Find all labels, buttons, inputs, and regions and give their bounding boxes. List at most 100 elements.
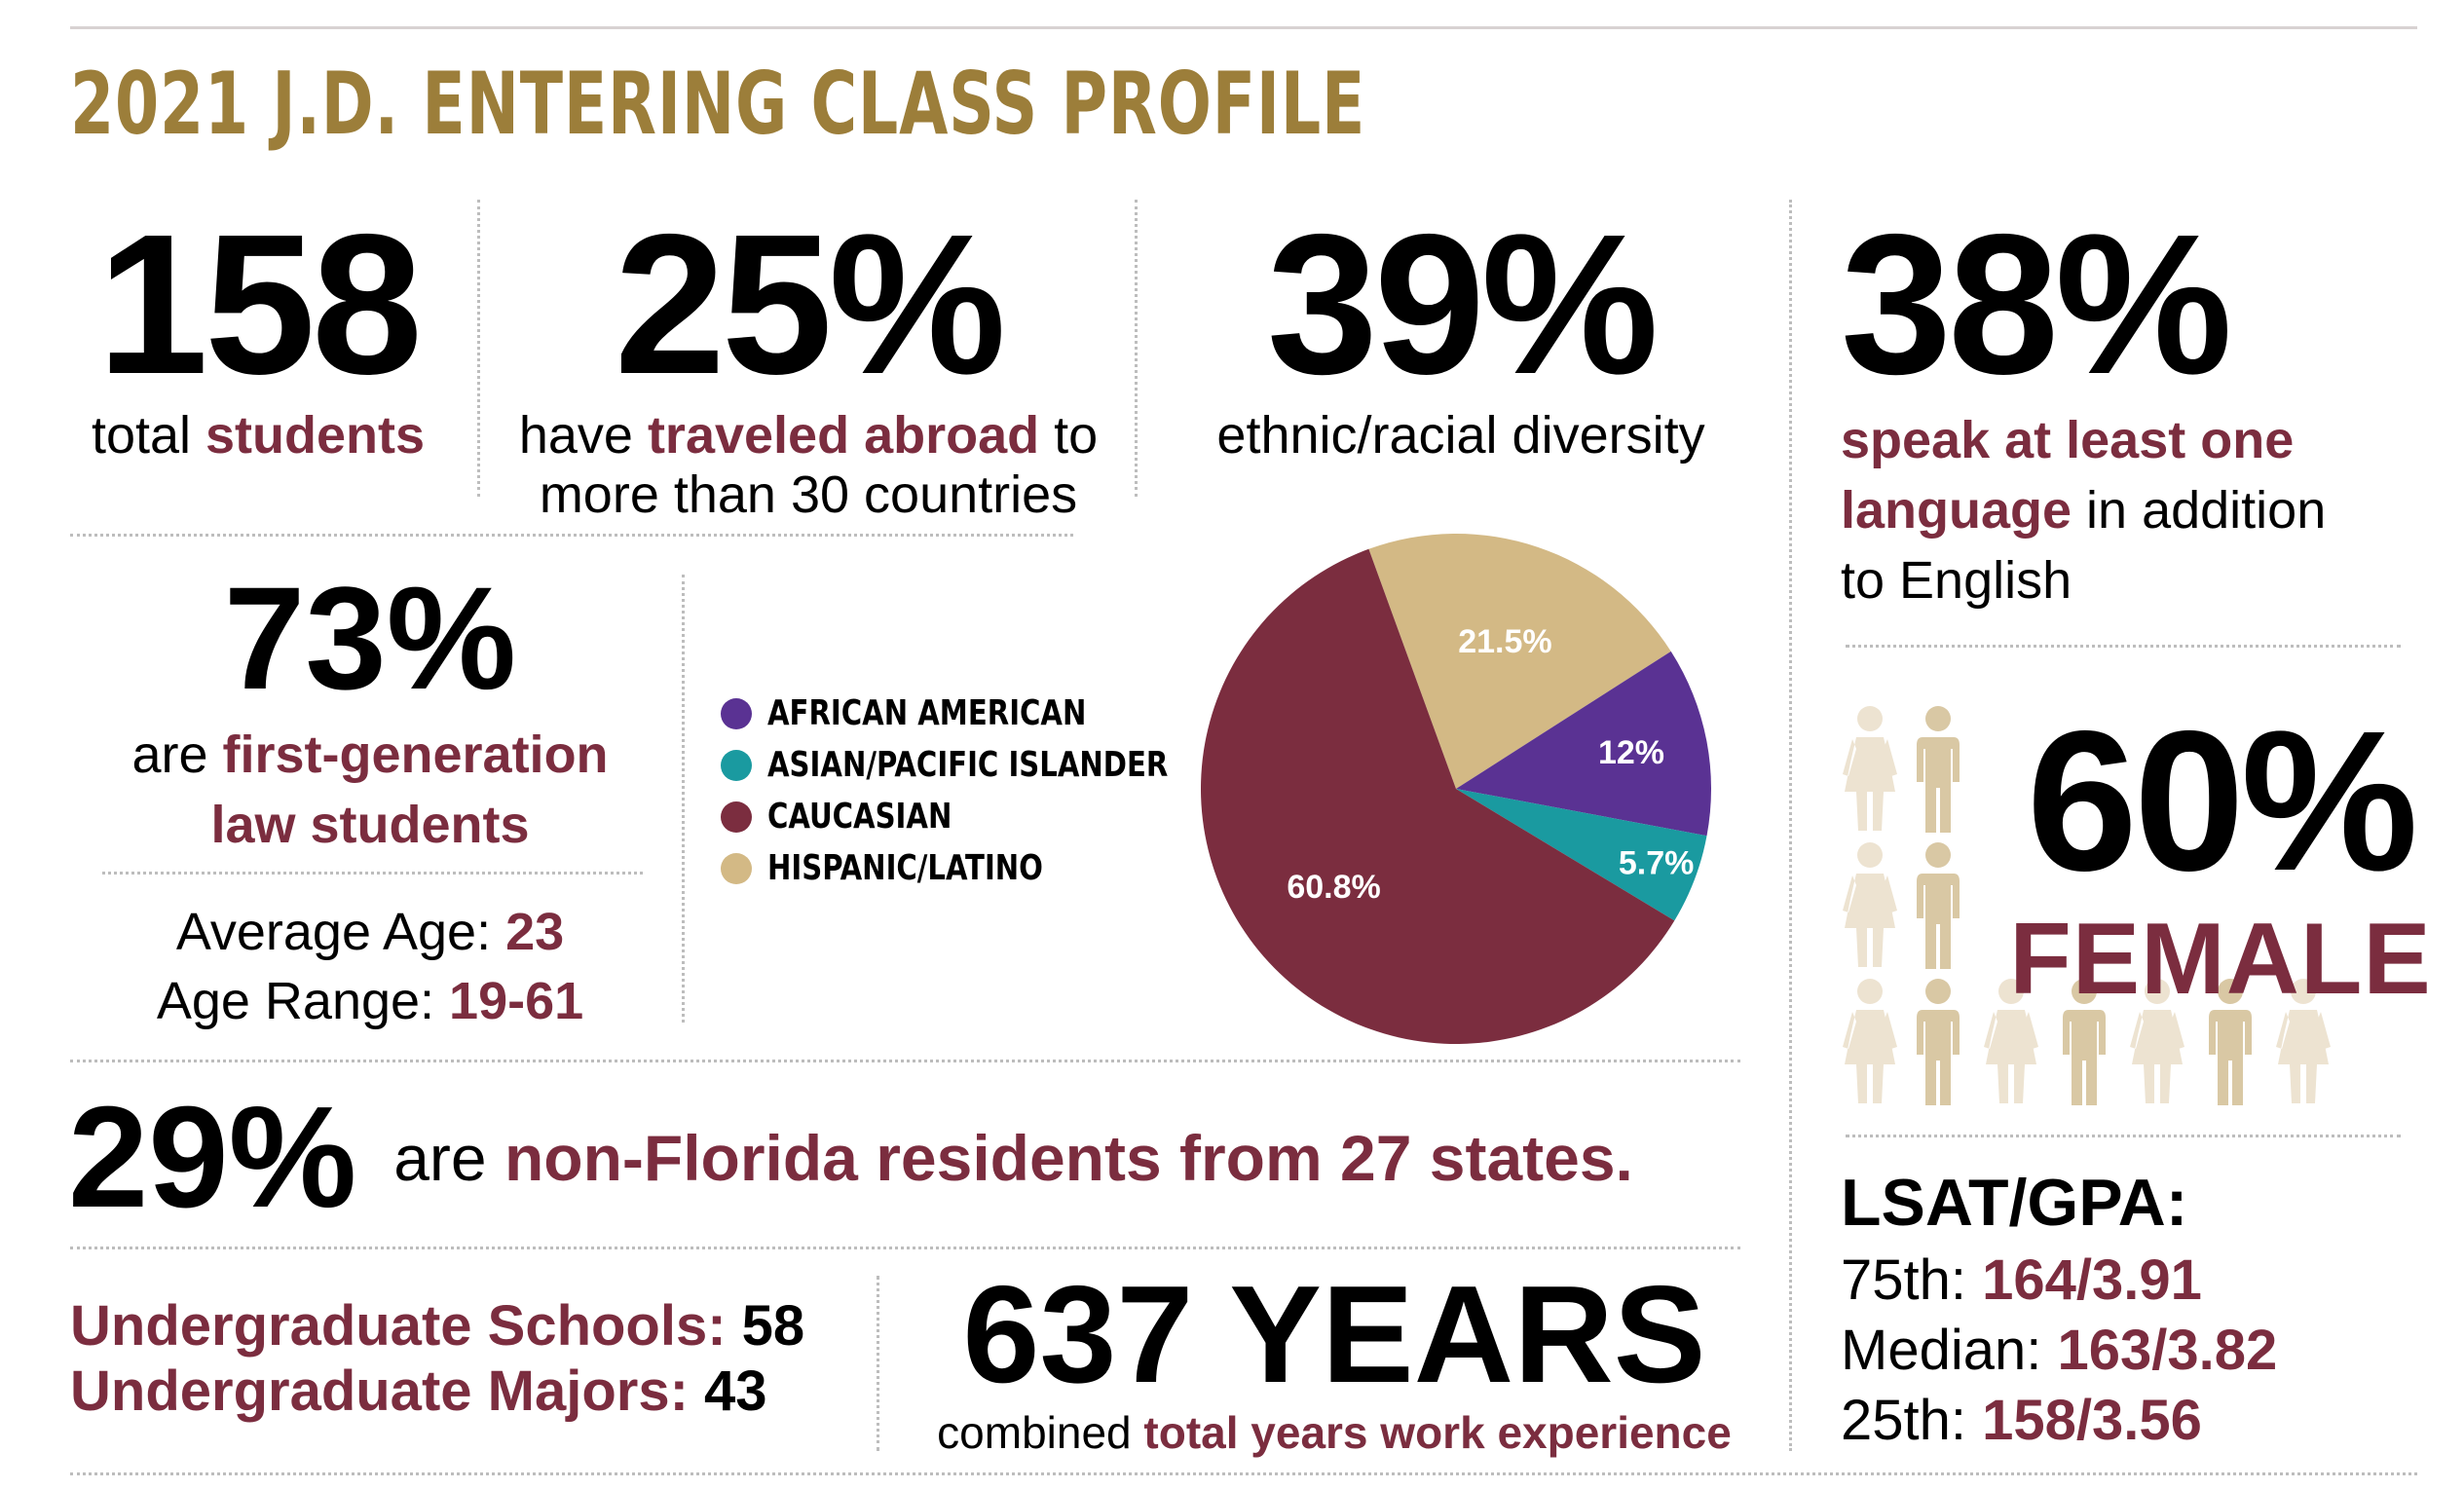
lsat-rows: 75th: 164/3.91 Median: 163/3.82 25th: 158/… [1841, 1246, 2277, 1456]
label-text: are [393, 1121, 504, 1194]
separator [1135, 200, 1138, 497]
label-text: to [1039, 406, 1099, 465]
stat-nonfl: 29% are non-Florida residents from 27 st… [68, 1086, 1633, 1230]
separator [477, 200, 480, 497]
female-person-icon [1984, 979, 2038, 1103]
pie-slice-label: 12% [1598, 734, 1664, 771]
separator [70, 1060, 1740, 1062]
stat-firstgen-value: 73% [223, 556, 517, 720]
label-highlight: Undergraduate Majors: [70, 1359, 704, 1424]
legend-item: AFRICAN AMERICAN [721, 693, 1122, 733]
legend-item: CAUCASIAN [721, 797, 972, 837]
undergrad-majors: Undergraduate Majors: 43 [70, 1359, 804, 1424]
legend-swatch [721, 800, 752, 833]
legend-label: ASIAN/PACIFIC ISLANDER [767, 745, 1169, 785]
gender-icon-grid [1843, 706, 2331, 1105]
label-text: are [131, 726, 223, 784]
label-highlight: total years work experience [1143, 1407, 1732, 1458]
stat-work-label: combined total years work experience [896, 1407, 1773, 1459]
male-person-icon [2209, 979, 2252, 1105]
label-text: 25th: [1841, 1388, 1983, 1452]
male-person-icon [1917, 979, 1960, 1105]
stat-female-label: FEMALE [2009, 903, 2432, 1016]
label-highlight: law students [210, 795, 530, 854]
label-highlight: first-generation [222, 726, 609, 784]
label-highlight: students [205, 406, 426, 465]
stat-female: 60% FEMALE [2006, 701, 2435, 1010]
stat-lsat: LSAT/GPA: 75th: 164/3.91 Median: 163/3.82… [1841, 1167, 2277, 1456]
legend-label: AFRICAN AMERICAN [767, 693, 1087, 733]
stat-language-label: speak at least one language in addition to… [1841, 406, 2445, 615]
lsat-heading: LSAT/GPA: [1841, 1166, 2188, 1240]
stat-students-value: 158 [96, 193, 423, 416]
label-highlight: 23 [505, 903, 565, 961]
legend-swatch [721, 749, 752, 781]
legend-label: CAUCASIAN [767, 797, 952, 837]
label-highlight: speak at least one [1841, 411, 2295, 469]
female-person-icon [2130, 979, 2184, 1103]
lsat-row: 25th: 158/3.56 [1841, 1386, 2277, 1456]
stat-students-label: total students [58, 406, 458, 465]
stat-abroad: 25% have traveled abroad to more than 30 … [487, 205, 1130, 525]
label-text: to English [1841, 550, 2072, 610]
legend-item: ASIAN/PACIFIC ISLANDER [721, 745, 1213, 785]
lsat-row: 75th: 164/3.91 [1841, 1246, 2277, 1316]
age-range: Age Range: 19-61 [78, 967, 662, 1036]
stat-firstgen-label: are first-generation law students [78, 721, 662, 861]
stat-language-value: 38% [1841, 193, 2232, 416]
label-value: 58 [741, 1294, 805, 1358]
lsat-row: Median: 163/3.82 [1841, 1316, 2277, 1386]
label-value: 43 [704, 1359, 767, 1424]
stat-work-value: 637 YEARS [962, 1257, 1706, 1412]
legend-item: HISPANIC/LATINO [721, 848, 1073, 888]
legend-swatch [721, 852, 752, 884]
label-highlight: 164/3.91 [1982, 1247, 2202, 1312]
age-average: Average Age: 23 [78, 898, 662, 967]
pie-slice [1201, 548, 1675, 1044]
undergrad-schools: Undergraduate Schools: 58 [70, 1293, 804, 1359]
label-text: have [518, 406, 648, 465]
stat-abroad-value: 25% [614, 193, 1006, 416]
separator [1789, 200, 1792, 1451]
separator [70, 1472, 2417, 1475]
label-text: combined [937, 1407, 1144, 1458]
stat-female-value: 60% [2026, 689, 2418, 912]
legend-label: HISPANIC/LATINO [767, 848, 1043, 888]
label-text: more than 30 countries [539, 465, 1078, 525]
label-text: total [91, 406, 206, 465]
separator [1846, 645, 2401, 648]
separator [102, 872, 643, 875]
label-text: Age Range: [156, 972, 450, 1031]
pie-slice [1368, 534, 1671, 789]
stat-language: 38% speak at least one language in additi… [1841, 205, 2445, 615]
label-highlight: Undergraduate Schools: [70, 1294, 742, 1358]
stat-nonfl-value: 29% [68, 1077, 357, 1238]
pie-slice-label: 5.7% [1619, 844, 1695, 881]
separator [70, 534, 1073, 537]
separator [1846, 1135, 2401, 1137]
label-text: Average Age: [175, 903, 506, 961]
label-highlight: language [1841, 480, 2072, 540]
stat-diversity-label: ethnic/racial diversity [1216, 406, 1705, 465]
label-text: in addition [2072, 480, 2327, 540]
male-person-icon [2063, 979, 2106, 1105]
stat-diversity: 39% ethnic/racial diversity [1149, 205, 1773, 465]
label-highlight: traveled abroad [647, 406, 1040, 465]
pie-slice-label: 21.5% [1458, 623, 1551, 660]
male-person-icon [1917, 706, 1960, 833]
stat-undergrad: Undergraduate Schools: 58 Undergraduate … [70, 1293, 804, 1425]
top-rule [70, 26, 2417, 29]
ethnicity-pie-chart: 21.5% 12% 5.7% 60.8% [1201, 534, 1711, 1044]
stat-firstgen: 73% are first-generation law students [78, 565, 662, 861]
female-person-icon [1843, 842, 1897, 967]
separator [682, 575, 685, 1023]
stat-diversity-value: 39% [1266, 193, 1659, 416]
female-person-icon [1843, 979, 1897, 1103]
separator [877, 1276, 879, 1451]
page-title: 2021 J.D. ENTERING CLASS PROFILE [70, 54, 1366, 154]
male-person-icon [1917, 842, 1960, 969]
stat-work: 637 YEARS combined total years work expe… [896, 1266, 1773, 1459]
pie-slice [1456, 789, 1707, 921]
pie-slice-label: 60.8% [1287, 869, 1380, 906]
label-highlight: 158/3.56 [1982, 1388, 2202, 1452]
